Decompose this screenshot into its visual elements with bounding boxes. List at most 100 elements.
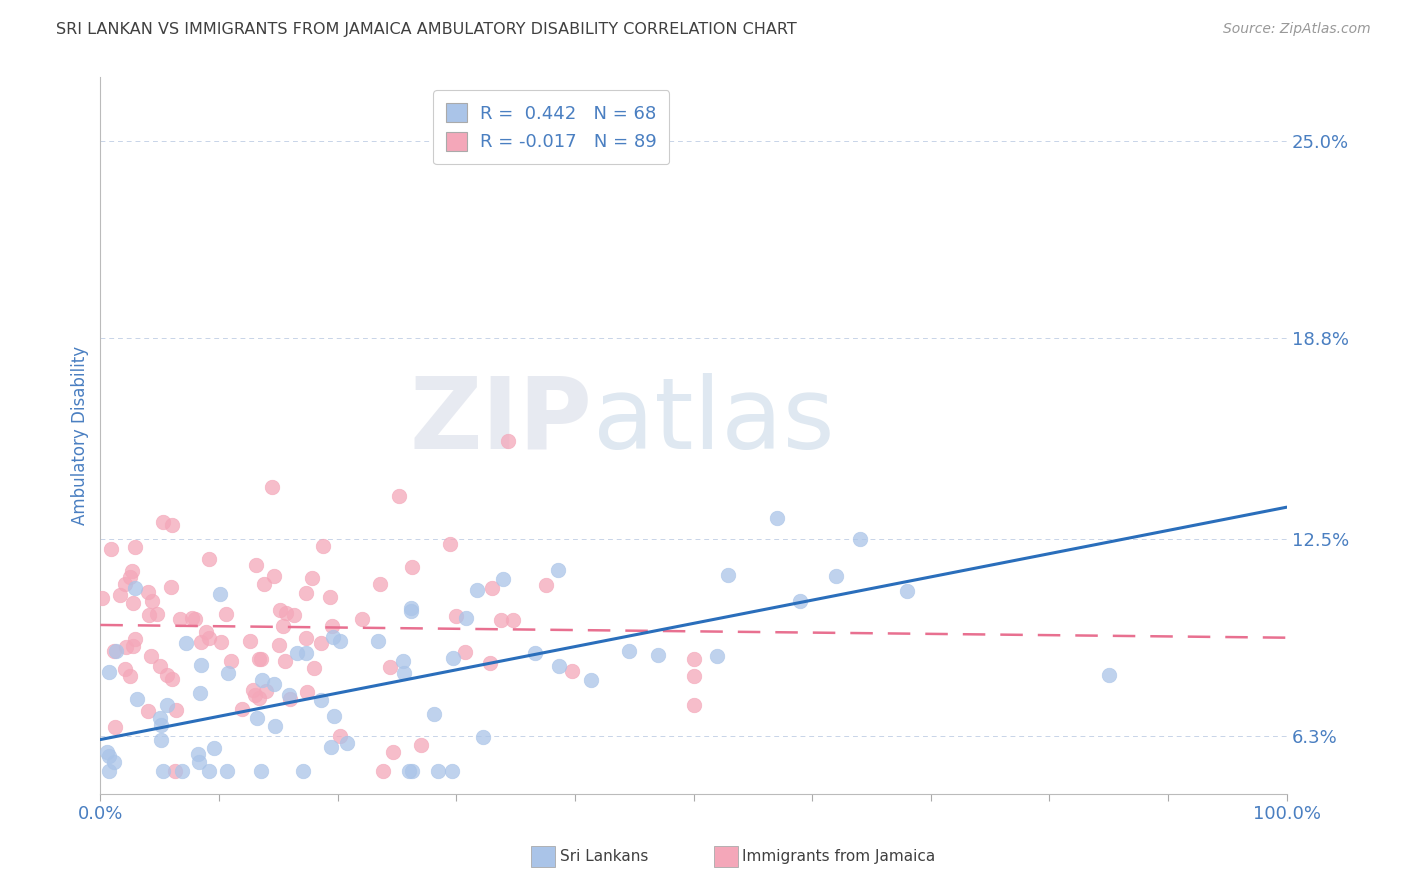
Point xyxy=(548,658,571,673)
Point xyxy=(848,533,870,547)
Point xyxy=(682,669,704,683)
Point xyxy=(262,480,284,494)
Point xyxy=(336,736,359,750)
Point xyxy=(215,764,238,779)
Point xyxy=(717,568,740,582)
Y-axis label: Ambulatory Disability: Ambulatory Disability xyxy=(72,346,89,525)
Point xyxy=(502,614,524,628)
Point xyxy=(294,631,316,645)
Point xyxy=(444,609,467,624)
Point xyxy=(350,612,373,626)
Point xyxy=(311,692,333,706)
Point xyxy=(190,657,212,672)
Point xyxy=(246,711,269,725)
Point xyxy=(319,739,342,754)
Point xyxy=(682,698,704,712)
Point xyxy=(439,537,461,551)
Point xyxy=(180,611,202,625)
Point xyxy=(231,702,253,716)
Text: atlas: atlas xyxy=(593,373,834,470)
Point xyxy=(165,703,187,717)
Point xyxy=(149,710,172,724)
Point xyxy=(561,664,583,678)
Point xyxy=(388,489,411,503)
Point xyxy=(146,607,169,621)
Point xyxy=(162,518,184,533)
Point xyxy=(489,613,512,627)
Point xyxy=(368,576,391,591)
Point xyxy=(239,634,262,648)
Point xyxy=(184,612,207,626)
Point xyxy=(98,665,121,679)
Point xyxy=(242,682,264,697)
Point xyxy=(267,638,290,652)
Point xyxy=(579,673,602,687)
Point xyxy=(472,731,495,745)
Text: Sri Lankans: Sri Lankans xyxy=(560,849,648,863)
Point xyxy=(547,563,569,577)
Point xyxy=(295,685,318,699)
Point xyxy=(409,738,432,752)
Text: SRI LANKAN VS IMMIGRANTS FROM JAMAICA AMBULATORY DISABILITY CORRELATION CHART: SRI LANKAN VS IMMIGRANTS FROM JAMAICA AM… xyxy=(56,22,797,37)
Point xyxy=(149,659,172,673)
Point xyxy=(252,673,274,687)
Point xyxy=(103,756,125,770)
Point xyxy=(319,591,342,605)
Point xyxy=(209,635,232,649)
Point xyxy=(274,606,297,620)
Point xyxy=(285,646,308,660)
Point xyxy=(96,745,118,759)
Point xyxy=(197,631,219,645)
Text: Immigrants from Jamaica: Immigrants from Jamaica xyxy=(742,849,935,863)
Point xyxy=(454,645,477,659)
Point xyxy=(186,747,208,761)
Point xyxy=(245,558,267,573)
Point xyxy=(309,636,332,650)
Point xyxy=(120,569,142,583)
Point xyxy=(322,630,344,644)
Point xyxy=(647,648,669,662)
Point xyxy=(322,709,344,723)
Point xyxy=(247,652,270,666)
Point xyxy=(263,719,285,733)
Point xyxy=(789,594,811,608)
Point xyxy=(399,604,422,618)
Point xyxy=(245,688,267,702)
Text: Source: ZipAtlas.com: Source: ZipAtlas.com xyxy=(1223,22,1371,37)
Point xyxy=(478,657,501,671)
Point xyxy=(122,596,145,610)
Point xyxy=(219,654,242,668)
Point xyxy=(294,646,316,660)
Point xyxy=(104,720,127,734)
Point xyxy=(269,603,291,617)
Point xyxy=(217,665,239,680)
Point xyxy=(152,515,174,529)
Point xyxy=(150,732,173,747)
Point xyxy=(283,608,305,623)
Point xyxy=(108,588,131,602)
Point xyxy=(124,632,146,646)
Point xyxy=(160,580,183,594)
Point xyxy=(188,686,211,700)
Point xyxy=(765,510,787,524)
Point xyxy=(301,571,323,585)
Point xyxy=(481,581,503,595)
Point xyxy=(121,564,143,578)
Point xyxy=(896,583,918,598)
Point xyxy=(138,608,160,623)
Point xyxy=(162,672,184,686)
Point xyxy=(277,688,299,702)
Point xyxy=(441,651,464,665)
Point xyxy=(381,745,404,759)
Point xyxy=(169,612,191,626)
Point xyxy=(329,729,352,743)
Point xyxy=(371,764,394,779)
Point xyxy=(136,585,159,599)
Point xyxy=(254,684,277,698)
Point xyxy=(292,764,315,779)
Point xyxy=(465,582,488,597)
Point xyxy=(263,677,285,691)
Point xyxy=(278,691,301,706)
Point xyxy=(114,662,136,676)
Point xyxy=(214,607,236,621)
